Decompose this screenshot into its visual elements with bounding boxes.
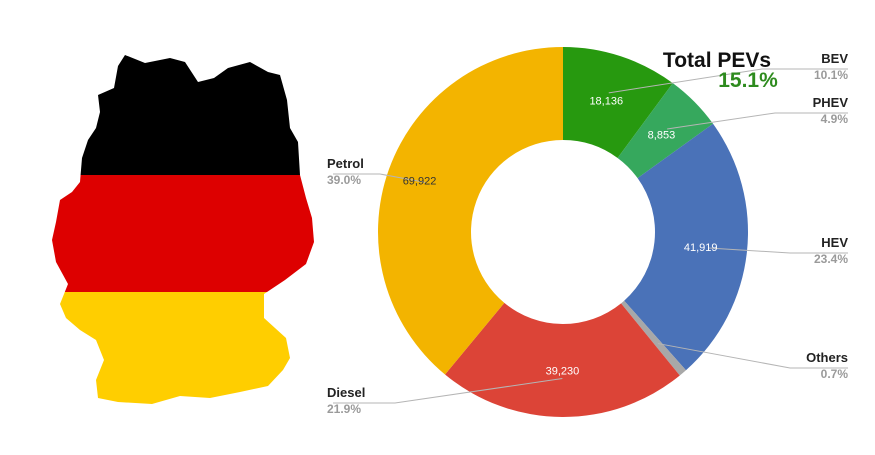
slice-diesel (445, 302, 680, 417)
percent-label-others: 0.7% (821, 367, 849, 381)
slice-hev (624, 123, 748, 371)
category-label-hev: HEV (821, 235, 848, 250)
total-pevs-title: Total PEVs (663, 49, 771, 72)
leader-line-petrol (333, 173, 426, 183)
germany-flag-map (52, 55, 314, 404)
leader-line-hev (708, 247, 848, 254)
leader-lines (333, 68, 848, 404)
slices (377, 47, 748, 417)
percent-label-bev: 10.1% (814, 68, 848, 82)
flag-band-red (52, 175, 314, 292)
slice-phev (617, 83, 714, 179)
value-label-diesel: 39,230 (546, 365, 580, 377)
slice-others (621, 300, 686, 376)
total-pevs-value: 15.1% (718, 69, 778, 92)
value-label-hev: 41,919 (684, 242, 718, 254)
category-label-bev: BEV (821, 51, 848, 66)
slice-labels: 18,136 BEV 10.1% 8,853 PHEV 4.9% 41,919 HEV 23.4… (327, 51, 848, 416)
percent-label-phev: 4.9% (821, 112, 849, 126)
percent-label-diesel: 21.9% (327, 402, 361, 416)
category-label-diesel: Diesel (327, 385, 365, 400)
category-label-others: Others (806, 350, 848, 365)
value-label-phev: 8,853 (648, 130, 676, 142)
leader-line-bev (608, 68, 848, 94)
value-label-petrol: 69,922 (403, 175, 437, 187)
slice-bev (563, 47, 673, 158)
slice-petrol (377, 47, 563, 375)
percent-label-hev: 23.4% (814, 252, 848, 266)
leader-line-others (657, 343, 848, 369)
category-label-petrol: Petrol (327, 156, 364, 171)
percent-label-petrol: 39.0% (327, 173, 361, 187)
leader-line-phev (667, 112, 848, 130)
value-label-bev: 18,136 (589, 95, 623, 107)
category-label-phev: PHEV (813, 95, 849, 110)
leader-line-diesel (333, 378, 563, 404)
